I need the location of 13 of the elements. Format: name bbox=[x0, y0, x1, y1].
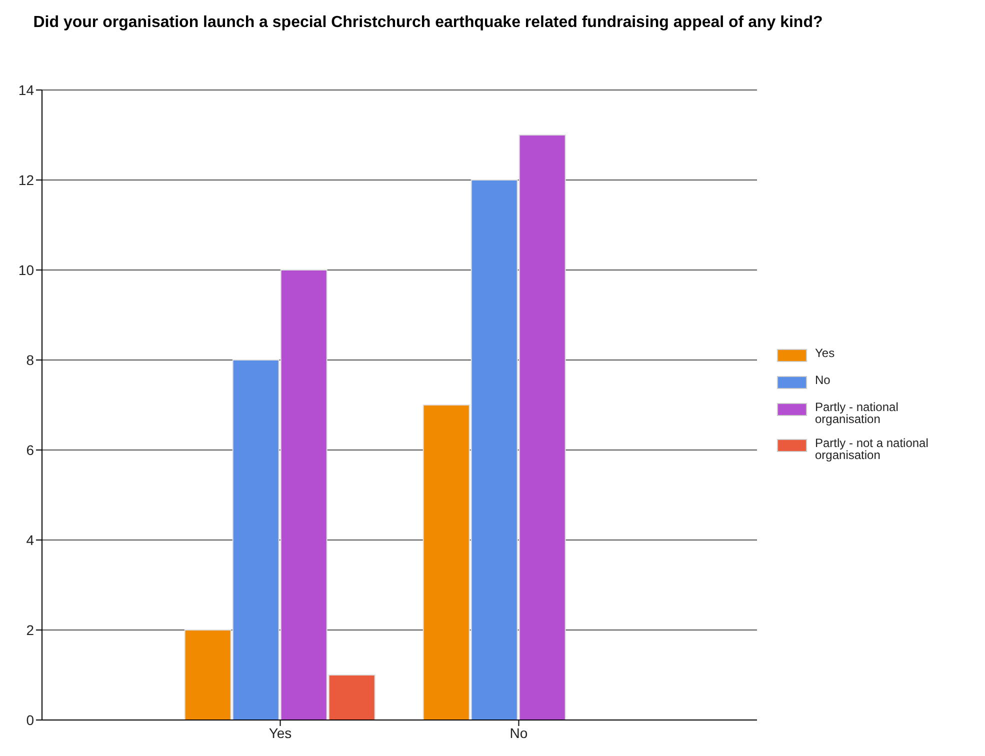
y-tick-label: 10 bbox=[18, 262, 34, 278]
legend-label: Partly - not a national organisation bbox=[815, 436, 930, 462]
y-tick-label: 0 bbox=[26, 712, 34, 728]
legend-label: No bbox=[815, 373, 830, 387]
y-tick-label: 14 bbox=[18, 82, 34, 98]
legend-label: Yes bbox=[815, 346, 835, 360]
y-tick-label: 4 bbox=[26, 532, 34, 548]
y-tick-label: 12 bbox=[18, 172, 34, 188]
y-tick-label: 2 bbox=[26, 622, 34, 638]
legend-label: Partly - national organisation bbox=[815, 400, 900, 426]
chart-title: Did your organisation launch a special Christchurch earthquake related fundraising appeal of any kind? bbox=[32, 13, 824, 33]
y-tick-label: 8 bbox=[26, 352, 34, 368]
y-tick-label: 6 bbox=[26, 442, 34, 458]
